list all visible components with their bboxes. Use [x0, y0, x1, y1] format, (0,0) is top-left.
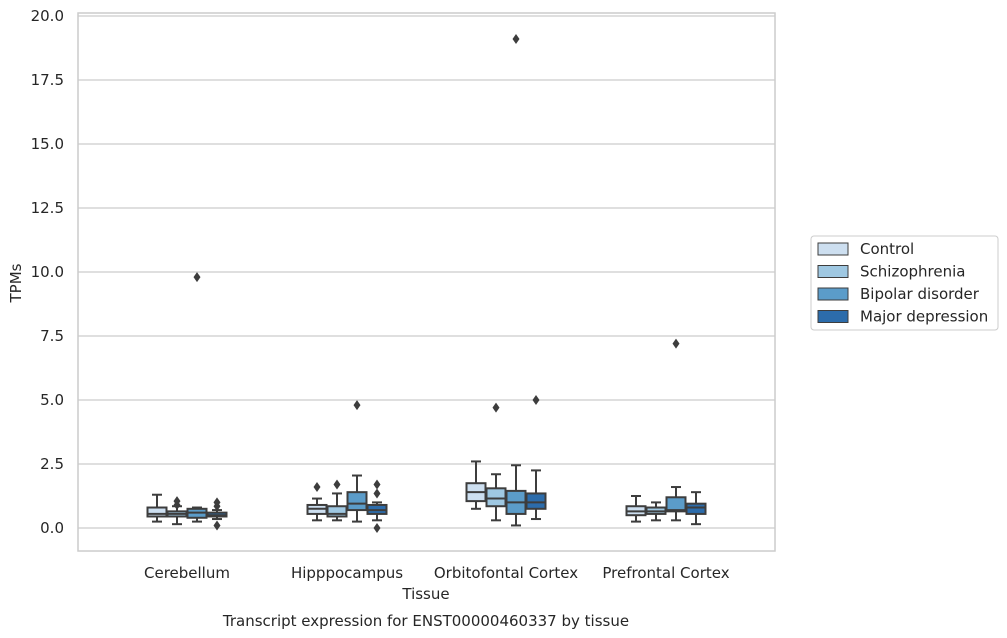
outlier-point: [193, 272, 201, 283]
outlier-point: [512, 34, 520, 45]
box-plot: [346, 400, 368, 523]
outlier-point: [353, 400, 361, 411]
y-tick-labels: 0.0 2.5 5.0 7.5 10.0 12.5 15.0 17.5 20.0: [31, 7, 64, 537]
box-plot: [366, 479, 388, 533]
x-tick-labels: Cerebellum Hipppocampus Orbitofontal Corte…: [144, 564, 730, 582]
y-tick-label: 0.0: [40, 519, 64, 537]
box-body: [685, 502, 707, 515]
chart-caption: Transcript expression for ENST0000046033…: [222, 612, 629, 630]
plot-area: [77, 12, 776, 552]
box-plot: [505, 34, 527, 527]
legend-label: Schizophrenia: [860, 263, 965, 281]
y-tick-label: 7.5: [40, 327, 64, 345]
legend-swatch: [817, 310, 849, 323]
gridlines: [78, 15, 775, 529]
y-axis-label: TPMs: [7, 263, 25, 303]
y-tick-label: 17.5: [31, 71, 64, 89]
box-body: [525, 492, 547, 510]
outlier-point: [492, 402, 500, 413]
x-tick-label: Orbitofontal Cortex: [434, 564, 578, 582]
legend-frame: [810, 235, 999, 331]
outlier-point: [373, 479, 381, 490]
x-tick-label: Hipppocampus: [291, 564, 403, 582]
box-plot: [525, 395, 547, 521]
outlier-point: [333, 479, 341, 490]
x-tick-label: Prefrontal Cortex: [602, 564, 729, 582]
legend-swatch: [817, 287, 849, 301]
box-plot: [685, 491, 707, 526]
legend-label: Bipolar disorder: [860, 285, 980, 303]
outlier-point: [532, 395, 540, 405]
x-tick-label: Cerebellum: [144, 564, 230, 582]
outlier-point: [213, 497, 221, 508]
box-plot: [306, 482, 328, 522]
y-tick-label: 2.5: [40, 455, 64, 473]
x-axis-label: Tissue: [401, 585, 449, 603]
legend-swatch: [817, 242, 849, 256]
y-tick-label: 12.5: [31, 199, 64, 217]
box-body: [485, 487, 507, 508]
legend-label: Major depression: [860, 308, 988, 326]
box-plot: [326, 479, 348, 522]
box-plot: [665, 338, 687, 522]
y-tick-label: 5.0: [40, 391, 64, 409]
legend-label: Control: [860, 240, 914, 258]
outlier-point: [373, 488, 381, 499]
outlier-point: [313, 482, 321, 493]
y-tick-label: 10.0: [31, 263, 64, 281]
legend-swatch: [817, 265, 849, 278]
box-body: [326, 505, 348, 518]
outlier-point: [672, 338, 680, 349]
outlier-point: [213, 520, 221, 531]
outlier-point: [373, 523, 381, 533]
y-tick-label: 15.0: [31, 135, 64, 153]
box-plot: [166, 496, 188, 526]
outlier-point: [173, 496, 181, 507]
box-body: [346, 491, 368, 512]
legend: Control Schizophrenia Bipolar disorder Majo…: [810, 235, 999, 331]
box-plots: [146, 34, 707, 533]
box-plot: [206, 497, 228, 531]
y-tick-label: 20.0: [31, 7, 64, 25]
box-body: [146, 506, 168, 518]
